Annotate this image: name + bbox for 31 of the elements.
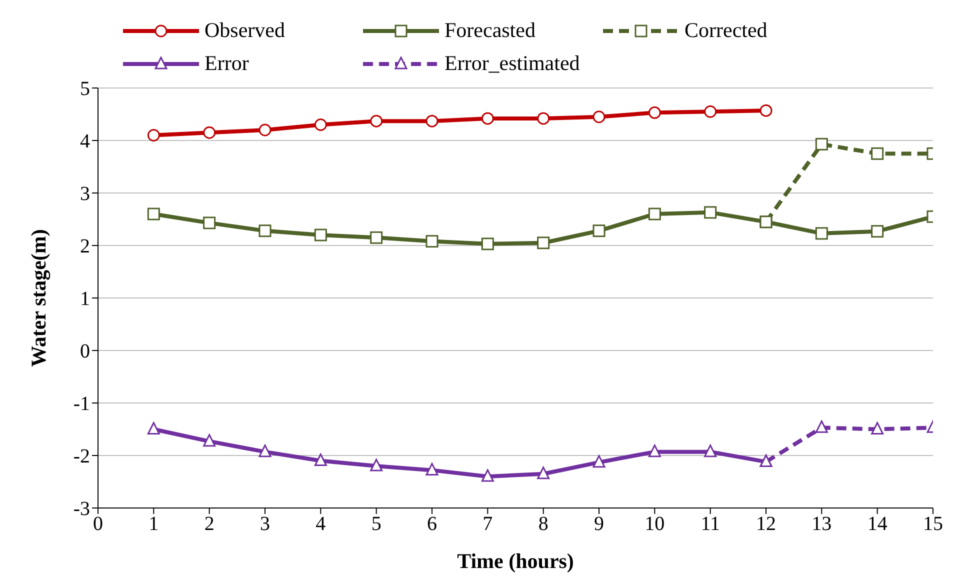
x-tick-label: 7 <box>482 513 493 536</box>
y-tick-label: -2 <box>73 446 90 468</box>
legend-label: Forecasted <box>444 18 536 43</box>
y-tick-label: -1 <box>73 393 90 416</box>
x-tick-label: 4 <box>316 513 326 536</box>
x-axis-title: Time (hours) <box>457 549 574 573</box>
x-tick-label: 10 <box>644 513 665 536</box>
legend-label: Observed <box>204 18 285 43</box>
y-tick-label: 1 <box>80 288 90 310</box>
x-tick-label: 3 <box>260 513 270 536</box>
x-tick-label: 14 <box>867 513 888 536</box>
y-tick-label: 5 <box>80 78 90 100</box>
x-tick-label: 1 <box>148 513 159 536</box>
legend-label: Error_estimated <box>444 51 580 76</box>
legend-label: Corrected <box>684 18 768 43</box>
y-tick-label: -3 <box>73 498 90 520</box>
x-tick-label: 13 <box>812 513 832 536</box>
x-tick-label: 11 <box>700 513 720 536</box>
x-tick-label: 5 <box>371 513 382 536</box>
x-tick-label: 6 <box>427 513 437 536</box>
x-tick-label: 9 <box>594 513 604 536</box>
x-tick-label: 12 <box>756 513 776 536</box>
legend-label: Error <box>204 51 249 76</box>
y-tick-label: 3 <box>80 183 90 206</box>
y-tick-label: 2 <box>80 236 90 258</box>
x-tick-label: 8 <box>538 513 548 536</box>
y-tick-label: 4 <box>80 130 90 153</box>
x-tick-label: 2 <box>204 513 214 536</box>
y-axis-title: Water stage(m) <box>26 229 50 367</box>
x-tick-label: 15 <box>923 513 943 536</box>
y-tick-label: 0 <box>80 340 90 363</box>
